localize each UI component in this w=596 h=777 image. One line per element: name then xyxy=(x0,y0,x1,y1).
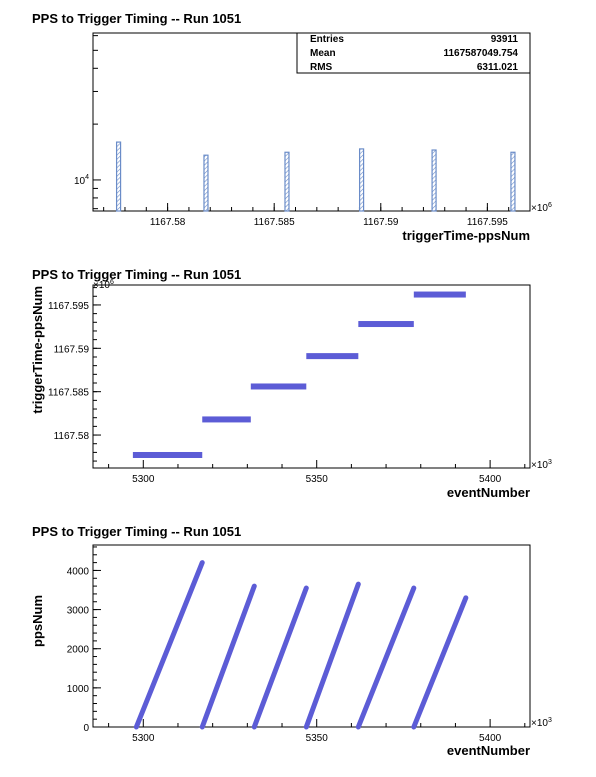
x-axis-multiplier: ×106 xyxy=(531,202,552,214)
x-axis-ticks: 5300 5350 5400 xyxy=(108,719,526,744)
y-tick-label: 1167.59 xyxy=(54,344,90,355)
ppsnum-vs-event-panel: PPS to Trigger Timing -- Run 1051 0 1000 2… xyxy=(30,524,552,758)
y-tick-label-base: 10 xyxy=(74,176,86,187)
data-ramp xyxy=(355,585,417,730)
data-ramp xyxy=(199,583,257,730)
chart-title: PPS to Trigger Timing -- Run 1051 xyxy=(32,524,241,539)
x-tick-label: 5350 xyxy=(306,474,329,485)
x-axis-multiplier: ×103 xyxy=(531,717,552,729)
y-axis-title: triggerTime-ppsNum xyxy=(30,286,45,414)
stats-mean-label: Mean xyxy=(310,48,336,59)
data-points xyxy=(132,291,466,458)
data-segment xyxy=(358,321,414,328)
x-tick-label: 5300 xyxy=(132,733,155,744)
plot-frame xyxy=(92,284,531,469)
y-axis-ticks: 1167.58 1167.585 1167.59 1167.595 xyxy=(48,287,101,462)
histogram-panel: PPS to Trigger Timing -- Run 1051 104 11… xyxy=(32,11,552,243)
x-axis-multiplier: ×103 xyxy=(531,459,552,471)
y-tick-label: 3000 xyxy=(67,606,90,617)
x-axis-ticks: 5300 5350 5400 xyxy=(108,460,526,485)
stats-mean-value: 1167587049.754 xyxy=(443,48,518,59)
data-segment xyxy=(132,451,203,458)
x-axis-ticks: 1167.58 1167.585 1167.59 1167.595 xyxy=(103,203,531,228)
x-axis-multiplier-exponent: 3 xyxy=(548,717,552,724)
data-segment xyxy=(306,353,359,360)
x-tick-label: 5300 xyxy=(132,474,155,485)
stats-entries-label: Entries xyxy=(310,34,344,45)
y-tick-label: 2000 xyxy=(67,645,90,656)
histogram-bar xyxy=(431,149,437,212)
data-segment xyxy=(202,416,251,423)
data-ramp xyxy=(303,581,361,730)
x-axis-title: eventNumber xyxy=(447,485,530,500)
data-segment xyxy=(250,383,307,390)
histogram-bar xyxy=(203,154,209,212)
histogram-bar xyxy=(284,151,290,212)
histogram-bar xyxy=(115,141,122,212)
x-axis-multiplier-base: ×10 xyxy=(531,203,548,214)
x-tick-label: 1167.595 xyxy=(467,217,508,228)
data-ramp xyxy=(411,595,469,730)
y-axis-ticks: 0 1000 2000 3000 4000 xyxy=(67,546,101,734)
y-axis-multiplier-base: ×10 xyxy=(93,280,110,291)
y-tick-label: 1000 xyxy=(67,684,90,695)
x-tick-label: 5400 xyxy=(479,733,502,744)
stats-rms-value: 6311.021 xyxy=(477,62,519,73)
histogram-bar xyxy=(510,151,516,212)
x-axis-title: eventNumber xyxy=(447,743,530,758)
y-tick-label: 104 xyxy=(74,174,89,187)
y-axis-ticks: 104 xyxy=(74,35,101,210)
y-tick-label: 1167.58 xyxy=(54,431,90,442)
x-axis-multiplier-base: ×10 xyxy=(531,460,548,471)
y-tick-label: 0 xyxy=(83,723,89,734)
data-segment xyxy=(413,291,466,298)
stats-box-frame xyxy=(296,32,531,74)
x-tick-label: 5400 xyxy=(479,474,502,485)
data-ramp xyxy=(133,560,205,730)
y-tick-label: 1167.585 xyxy=(48,388,89,399)
histogram-bar xyxy=(358,148,365,212)
histogram-bars xyxy=(115,141,516,212)
x-tick-label: 1167.58 xyxy=(150,217,186,228)
trigger-vs-event-panel: PPS to Trigger Timing -- Run 1051 1167.5… xyxy=(30,267,552,500)
stats-box: Entries 93911 Mean 1167587049.754 RMS 63… xyxy=(296,32,531,74)
chart-title: PPS to Trigger Timing -- Run 1051 xyxy=(32,11,241,26)
x-tick-label: 1167.59 xyxy=(363,217,399,228)
stats-entries-value: 93911 xyxy=(491,34,519,45)
y-axis-multiplier: ×106 xyxy=(93,279,114,291)
x-axis-multiplier-exponent: 3 xyxy=(548,459,552,466)
data-ramp xyxy=(251,585,309,730)
x-axis-multiplier-exponent: 6 xyxy=(548,202,552,209)
y-axis-multiplier-exponent: 6 xyxy=(110,279,114,286)
x-tick-label: 5350 xyxy=(306,733,329,744)
x-axis-title: triggerTime-ppsNum xyxy=(402,228,530,243)
y-tick-label: 1167.595 xyxy=(48,301,89,312)
data-points xyxy=(133,560,469,730)
y-axis-title: ppsNum xyxy=(30,595,45,647)
x-tick-label: 1167.585 xyxy=(254,217,295,228)
stats-rms-label: RMS xyxy=(310,62,333,73)
plot-frame xyxy=(92,544,531,728)
x-axis-multiplier-base: ×10 xyxy=(531,718,548,729)
y-tick-label: 4000 xyxy=(67,566,90,577)
y-tick-label-exponent: 4 xyxy=(85,174,89,181)
chart-title: PPS to Trigger Timing -- Run 1051 xyxy=(32,267,241,282)
